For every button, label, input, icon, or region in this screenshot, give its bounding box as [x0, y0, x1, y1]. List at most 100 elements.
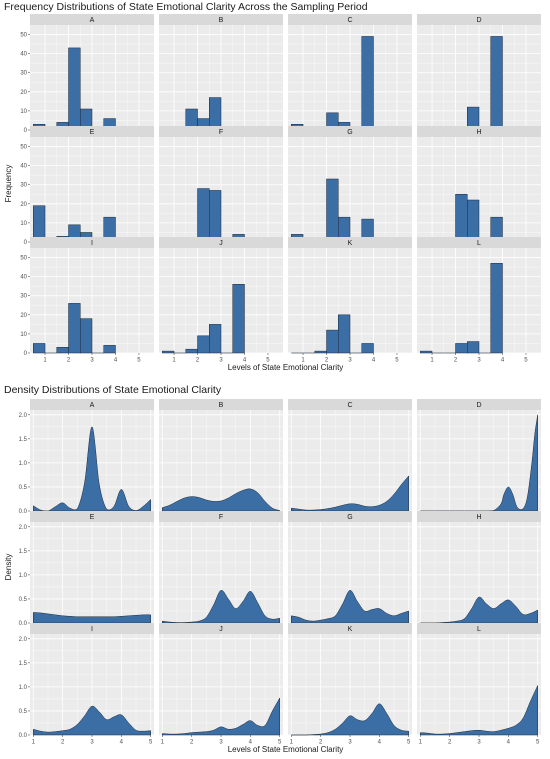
dens-k-xtick-label: 2 [319, 740, 323, 746]
dens-e-strip-label: E [90, 514, 95, 521]
dens-k-strip [288, 623, 412, 634]
freq-k-strip [288, 237, 412, 248]
dens-i-xtick-label: 4 [120, 740, 124, 746]
dens-e-density-area [33, 612, 151, 624]
dens-a-strip [30, 399, 154, 410]
freq-a-ytick-label: 30 [20, 71, 27, 77]
freq-i-ytick-label: 20 [20, 313, 27, 319]
freq-b-strip [159, 14, 283, 25]
dens-i-xtick-label: 1 [32, 740, 36, 746]
dens-g-strip [288, 511, 412, 522]
freq-j-bar [162, 350, 175, 354]
freq-i-bar [103, 345, 116, 354]
dens-e-ytick-label: 0.5 [19, 597, 28, 603]
dens-i-ytick-label: 0.5 [19, 709, 28, 715]
freq-y-axis-title: Frequency [4, 165, 13, 203]
freq-j-xtick-label: 1 [172, 358, 176, 364]
dens-f-strip-label: F [219, 514, 223, 521]
dens-h-strip [417, 511, 541, 522]
freq-d-bar [490, 36, 503, 131]
freq-i-strip-label: I [91, 240, 93, 247]
dens-a-ytick-label: 1.0 [19, 461, 28, 467]
dens-h-strip-label: H [476, 514, 481, 521]
freq-i-ytick-label: 0 [24, 351, 28, 357]
freq-i-xtick-label: 3 [90, 358, 94, 364]
dens-j-xtick-label: 3 [219, 740, 223, 746]
freq-b-strip-label: B [219, 17, 224, 24]
dens-i-ytick-label: 1.0 [19, 685, 28, 691]
freq-a-ytick-label: 10 [20, 109, 27, 115]
freq-i-strip [30, 237, 154, 248]
dens-a-ytick-label: 1.5 [19, 437, 28, 443]
freq-f-bar [197, 188, 210, 243]
dens-l-xtick-label: 5 [536, 740, 540, 746]
freq-a-strip-label: A [90, 17, 95, 24]
freq-h-strip-label: H [476, 129, 481, 136]
dens-k-xtick-label: 4 [378, 740, 382, 746]
dens-g-strip-label: G [347, 514, 352, 521]
dens-k-density-area [291, 703, 409, 736]
freq-l-bar [467, 341, 480, 354]
freq-j-strip-label: J [219, 240, 223, 247]
freq-k-strip-label: K [348, 240, 353, 247]
dens-i-ytick-label: 1.5 [19, 661, 28, 667]
dens-i-density-area [33, 705, 151, 736]
freq-l-bar [455, 343, 468, 354]
freq-e-strip [30, 126, 154, 137]
dens-e-ytick-label: 2.0 [19, 525, 28, 531]
freq-k-bar [361, 343, 374, 354]
freq-l-strip-label: L [477, 240, 481, 247]
freq-d-strip [417, 14, 541, 25]
freq-h-strip [417, 126, 541, 137]
dens-l-xtick-label: 2 [448, 740, 452, 746]
freq-l-bar [490, 263, 503, 354]
freq-k-xtick-label: 4 [372, 358, 376, 364]
dens-j-strip [159, 623, 283, 634]
dens-j-density-area [162, 697, 280, 736]
dens-i-strip-label: I [91, 626, 93, 633]
dens-g-density-area [291, 590, 409, 624]
dens-f-density-area [162, 590, 280, 624]
dens-d-strip-label: D [476, 402, 481, 409]
freq-e-ytick-label: 0 [24, 240, 28, 246]
freq-i-bar [68, 303, 81, 354]
dens-j-xtick-label: 4 [249, 740, 253, 746]
dens-l-xtick-label: 1 [419, 740, 423, 746]
freq-a-ytick-label: 50 [20, 33, 27, 39]
dens-b-strip [159, 399, 283, 410]
freq-k-bar [326, 329, 339, 354]
freq-j-bar [232, 284, 245, 354]
dens-e-ytick-label: 1.0 [19, 573, 28, 579]
freq-c-strip [288, 14, 412, 25]
dens-c-density-area [291, 475, 409, 512]
freq-c-strip-label: C [347, 17, 352, 24]
freq-l-bar [420, 350, 433, 354]
dens-c-strip-label: C [347, 402, 352, 409]
freq-l-xtick-label: 2 [454, 358, 458, 364]
freq-i-xtick-label: 4 [114, 358, 118, 364]
freq-i-bar [80, 318, 93, 354]
freq-l-xtick-label: 5 [524, 358, 528, 364]
dens-h-density-area [420, 596, 538, 624]
dens-j-xtick-label: 2 [190, 740, 194, 746]
freq-j-bar [197, 335, 210, 354]
dens-y-axis-title: Density [4, 554, 13, 581]
freq-j-xtick-label: 5 [266, 358, 270, 364]
freq-k-xtick-label: 3 [348, 358, 352, 364]
dens-f-strip [159, 511, 283, 522]
dens-a-ytick-label: 0.0 [19, 509, 28, 515]
dens-a-strip-label: A [90, 402, 95, 409]
dens-e-ytick-label: 0.0 [19, 621, 28, 627]
dens-c-strip [288, 399, 412, 410]
dens-i-ytick-label: 0.0 [19, 733, 28, 739]
freq-i-xtick-label: 1 [43, 358, 47, 364]
freq-a-ytick-label: 20 [20, 90, 27, 96]
dens-i-strip [30, 623, 154, 634]
freq-f-strip-label: F [219, 129, 223, 136]
freq-k-xtick-label: 2 [325, 358, 329, 364]
freq-f-bar [209, 190, 222, 243]
dens-k-xtick-label: 5 [407, 740, 411, 746]
freq-j-bar [209, 324, 222, 354]
freq-j-xtick-label: 2 [196, 358, 200, 364]
